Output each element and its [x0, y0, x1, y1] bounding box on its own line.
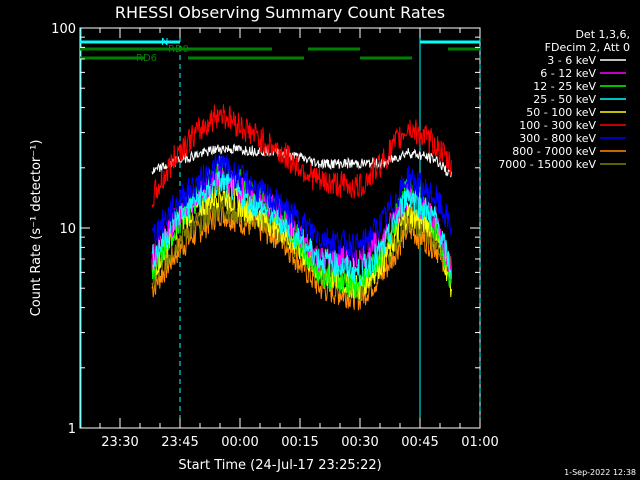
legend-label: 800 - 7000 keV	[512, 145, 596, 158]
legend-header-line-1: Det 1,3,6,	[575, 28, 630, 41]
x-tick-label: 23:30	[101, 435, 138, 450]
night-label: N	[161, 37, 168, 48]
series-line-0	[151, 143, 452, 178]
series-layer	[151, 104, 452, 311]
legend-label: 12 - 25 keV	[533, 80, 596, 93]
y-tick-label: 10	[59, 222, 76, 237]
x-tick-label: 00:45	[401, 435, 438, 450]
series-line-3	[151, 168, 452, 286]
y-tick-label: 100	[51, 22, 76, 37]
x-tick-label: 01:00	[461, 435, 498, 450]
y-tick-label: 1	[68, 422, 76, 437]
y-axis-label: Count Rate (s⁻¹ detector⁻¹)	[29, 140, 44, 317]
legend-label: 50 - 100 keV	[526, 106, 596, 119]
legend-label: 3 - 6 keV	[547, 54, 596, 67]
legend-label: 7000 - 15000 keV	[498, 158, 596, 171]
footer-timestamp: 1-Sep-2022 12:38	[564, 468, 636, 477]
series-line-4	[151, 179, 452, 300]
series-line-6	[151, 154, 452, 261]
x-tick-label: 23:45	[161, 435, 198, 450]
y-ticks: 1 10 100	[51, 22, 480, 437]
series-line-5	[151, 104, 452, 208]
legend-header-line-2: FDecim 2, Att 0	[545, 41, 630, 54]
x-tick-label: 00:30	[341, 435, 378, 450]
legend-label: 6 - 12 keV	[540, 67, 596, 80]
x-ticks: 23:30 23:45 00:00 00:15 00:30 00:45 01:00	[79, 28, 499, 450]
chart-title: RHESSI Observing Summary Count Rates	[115, 3, 445, 22]
legend-label: 300 - 800 keV	[519, 132, 596, 145]
rd0-label: RD0	[168, 44, 189, 55]
rd6-label: RD6	[136, 53, 157, 64]
legend-label: 100 - 300 keV	[519, 119, 596, 132]
x-tick-label: 00:15	[281, 435, 318, 450]
x-tick-label: 00:00	[221, 435, 258, 450]
series-line-7	[151, 203, 452, 311]
legend-label: 25 - 50 keV	[533, 93, 596, 106]
x-axis-label: Start Time (24-Jul-17 23:25:22)	[178, 458, 381, 473]
